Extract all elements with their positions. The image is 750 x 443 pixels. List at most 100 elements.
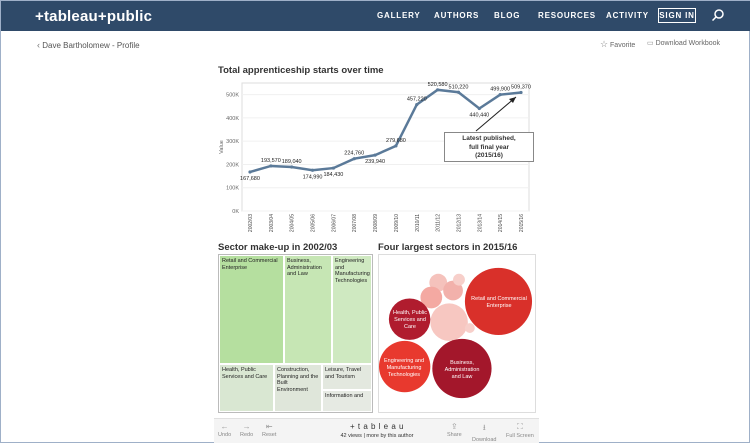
data-point[interactable] [519, 90, 523, 95]
redo-button[interactable]: → Redo [240, 422, 253, 438]
bubble-label-health: Health, Public Services and Care [393, 310, 427, 330]
x-tick-label: 2002/03 [248, 214, 254, 232]
bubble-engineering[interactable] [379, 340, 431, 393]
data-point[interactable] [456, 90, 461, 94]
x-tick-label: 2013/14 [477, 214, 483, 232]
bubble-small[interactable] [453, 273, 465, 286]
treemap-cell-label: Retail and Commercial Enterprise [222, 258, 278, 271]
nav-gallery[interactable]: GALLERY [377, 11, 421, 20]
chevron-left-icon: ‹ [37, 40, 40, 50]
data-point[interactable] [415, 102, 419, 107]
full-screen-button[interactable]: ⛶ Full Screen [506, 422, 534, 439]
download-button[interactable]: ⭳ Download [472, 422, 496, 443]
undo-label: Undo [218, 432, 232, 438]
data-point[interactable] [394, 144, 398, 148]
redo-icon: → [242, 422, 251, 431]
bubble-label-retail: Retail and Commercial Enterprise [471, 296, 527, 309]
y-tick-label: 400K [226, 116, 239, 122]
annotation-box: Latest published, full final year (2015/… [444, 132, 534, 162]
bubble-small[interactable] [443, 280, 463, 301]
undo-button[interactable]: ← Undo [218, 422, 231, 438]
x-tick-label: 2006/07 [331, 214, 337, 232]
data-point[interactable] [310, 168, 315, 172]
data-label: 457,220 [407, 97, 427, 103]
data-line[interactable] [249, 88, 522, 174]
bubble-retail[interactable] [464, 267, 533, 335]
download-workbook-icon: ▭ [647, 40, 654, 47]
top-nav-bar: +tableau+public GALLERY AUTHORS BLOG RES… [1, 1, 750, 31]
bubble-chart-title: Four largest sectors in 2015/16 [378, 242, 518, 253]
data-point[interactable] [290, 165, 294, 169]
star-icon: ☆ [600, 39, 609, 49]
y-tick-label: 100K [226, 186, 239, 192]
bubble-chart[interactable] [378, 254, 536, 413]
y-axis-label: Value [219, 140, 225, 154]
data-point[interactable] [248, 170, 252, 174]
data-point[interactable] [436, 88, 440, 92]
bubble-business[interactable] [432, 338, 492, 399]
nav-authors[interactable]: AUTHORS [434, 11, 480, 20]
y-tick-label: 300K [226, 139, 239, 145]
more-by-author-link[interactable]: | more by this author [363, 433, 414, 439]
undo-icon: ← [220, 422, 229, 431]
download-icon: ⭳ [482, 423, 486, 432]
data-point[interactable] [269, 164, 273, 168]
y-tick-label: 0K [232, 209, 239, 215]
viz-toolbar: ← Undo → Redo ⇤ Reset + t a b l e a u 42… [214, 418, 539, 443]
bubble-small[interactable] [420, 286, 443, 309]
treemap-cell-business[interactable]: Business, Administration and Law [284, 255, 332, 364]
bubble-small[interactable] [430, 303, 468, 341]
treemap-title: Sector make-up in 2002/03 [218, 242, 338, 253]
tableau-brand[interactable]: + t a b l e a u 42 views | more by this … [337, 422, 417, 439]
x-tick-label: 2015/16 [519, 214, 525, 232]
nav-resources[interactable]: RESOURCES [538, 11, 596, 20]
x-tick-label: 2008/09 [373, 214, 379, 232]
full-screen-icon: ⛶ [517, 422, 523, 431]
treemap-cell-health[interactable]: Health, Public Services and Care [219, 364, 274, 412]
data-label: 239,940 [365, 159, 385, 165]
favorite-button[interactable]: ☆ Favorite [600, 39, 635, 50]
tableau-public-logo[interactable]: +tableau+public [35, 8, 153, 25]
share-button[interactable]: ⇪ Share [447, 422, 462, 438]
bubble-health[interactable] [388, 298, 431, 340]
search-icon[interactable] [712, 9, 724, 21]
treemap-cell-construction[interactable]: Construction, Planning and the Built Env… [274, 364, 322, 412]
x-tick-label: 2005/06 [311, 214, 317, 232]
x-tick-label: 2010/11 [415, 214, 421, 232]
data-point[interactable] [373, 153, 377, 157]
data-label: 509,370 [511, 84, 531, 90]
data-label: 193,570 [261, 158, 281, 164]
treemap-cell-information[interactable]: Information and [322, 390, 372, 412]
treemap[interactable]: Retail and Commercial Enterprise Busines… [218, 254, 373, 413]
x-tick-label: 2011/12 [436, 214, 442, 232]
annotation-line-2: full final year [468, 143, 510, 151]
full-screen-label: Full Screen [506, 433, 534, 439]
download-label: Download [472, 437, 497, 443]
treemap-cell-engineering[interactable]: Engineering and Manufacturing Technologi… [332, 255, 372, 364]
treemap-cell-leisure[interactable]: Leisure, Travel and Tourism [322, 364, 372, 390]
reset-button[interactable]: ⇤ Reset [262, 422, 276, 438]
download-workbook-button[interactable]: ▭ Download Workbook [647, 39, 720, 47]
tableau-brand-text: + t a b l e a u [350, 422, 404, 431]
share-icon: ⇪ [450, 422, 458, 431]
x-tick-label: 2009/10 [394, 214, 400, 232]
treemap-cell-label: Engineering and Manufacturing Technologi… [335, 258, 370, 284]
treemap-cell-label: Health, Public Services and Care [222, 367, 268, 380]
bubble-small[interactable] [464, 323, 475, 334]
sign-in-button[interactable]: SIGN IN [658, 8, 696, 23]
redo-label: Redo [240, 432, 254, 438]
download-workbook-label: Download Workbook [655, 40, 721, 47]
back-to-profile-link[interactable]: ‹ Dave Bartholomew - Profile [37, 40, 140, 50]
annotation-line-1: Latest published, [462, 135, 516, 142]
annotation-arrow [475, 96, 517, 132]
nav-activity[interactable]: ACTIVITY [606, 11, 649, 20]
x-tick-label: 2007/08 [352, 214, 358, 232]
data-point[interactable] [477, 106, 481, 111]
treemap-cell-retail[interactable]: Retail and Commercial Enterprise [219, 255, 284, 364]
data-point[interactable] [331, 166, 335, 170]
data-point[interactable] [498, 93, 502, 97]
line-chart[interactable]: 0K 100K 200K 300K 400K 500K Value 167,680 2002/0… [215, 77, 537, 242]
data-label: 510,220 [449, 84, 469, 90]
nav-blog[interactable]: BLOG [494, 11, 521, 20]
data-point[interactable] [352, 157, 356, 161]
